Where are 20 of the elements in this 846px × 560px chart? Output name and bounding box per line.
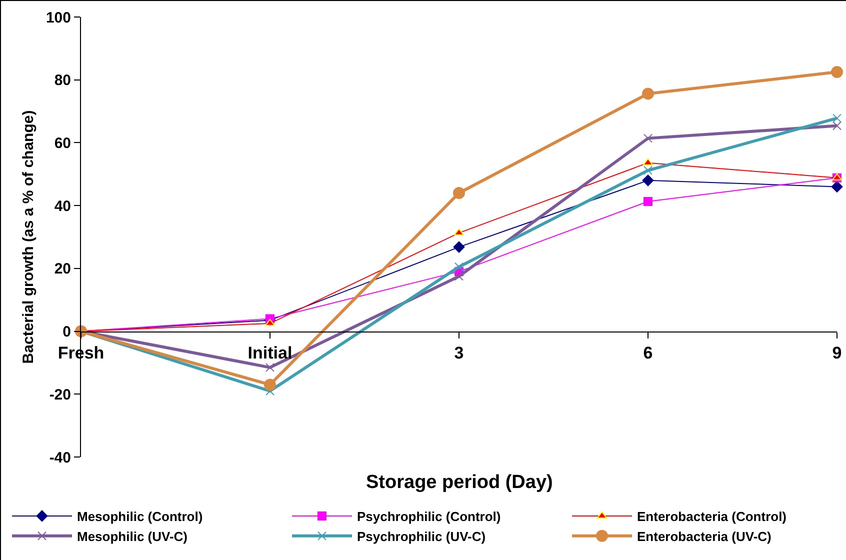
x-tick-label: 6 [643,344,653,363]
legend-label: Mesophilic (UV-C) [77,528,188,544]
legend-label: Enterobacteria (Control) [637,509,787,524]
legend-label: Enterobacteria (UV-C) [637,528,772,544]
y-tick-label: 40 [54,198,71,215]
x-tick-label: 9 [832,344,842,363]
y-axis-title: Bacterial growth (as a % of change) [20,110,38,364]
y-tick-label: 60 [54,134,71,152]
y-tick-label: 0 [62,324,71,341]
y-tick-label: 100 [46,9,71,26]
legend-label: Psychrophilic (UV-C) [357,528,486,544]
y-tick-label: 80 [54,72,71,90]
y-tick-label: -40 [49,449,71,466]
x-tick-label: 3 [454,344,464,363]
y-tick-label: 20 [54,260,71,278]
x-tick-label: Initial [248,344,292,363]
legend-label: Mesophilic (Control) [77,509,203,524]
legend-label: Psychrophilic (Control) [357,509,501,524]
x-axis-title: Storage period (Day) [366,472,553,493]
y-tick-label: -20 [49,386,71,404]
